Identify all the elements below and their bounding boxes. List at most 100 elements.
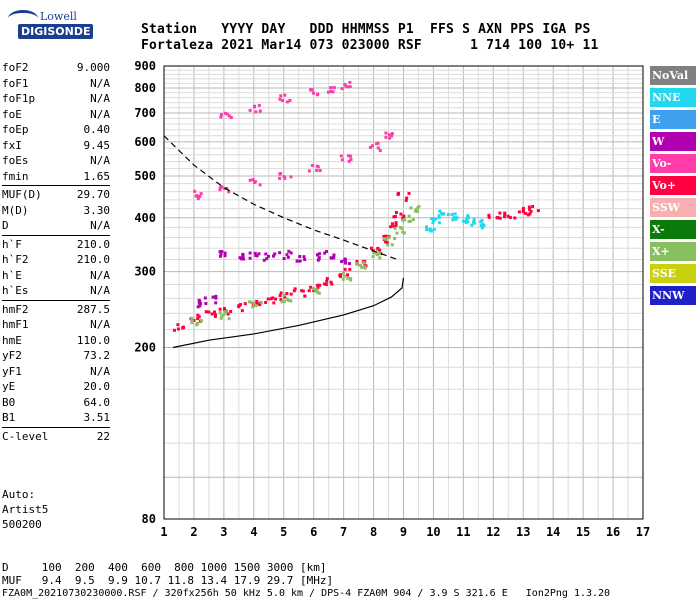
echo-point	[325, 249, 329, 253]
echo-point	[411, 218, 415, 222]
echo-point	[273, 252, 277, 256]
echo-point	[196, 197, 200, 201]
param-name: fmin	[2, 169, 29, 183]
echo-point	[464, 220, 468, 224]
param-name: fxI	[2, 138, 22, 152]
echo-point	[349, 277, 353, 281]
echo-point	[190, 321, 194, 325]
plot-frame	[163, 65, 644, 520]
echo-point	[467, 216, 471, 220]
echo-point	[349, 278, 353, 282]
echo-point	[211, 295, 215, 299]
echo-point	[348, 262, 352, 266]
echo-point	[218, 250, 222, 254]
echo-point	[376, 146, 380, 150]
echo-point	[197, 315, 201, 319]
echo-point	[372, 251, 376, 255]
echo-point	[371, 255, 375, 259]
echo-point	[196, 305, 200, 309]
echo-point	[343, 82, 347, 86]
echo-point	[521, 206, 525, 210]
echo-point	[322, 282, 326, 286]
echo-point	[407, 191, 411, 195]
echo-point	[196, 317, 200, 321]
logo-swoosh-icon	[8, 10, 38, 27]
echo-point	[329, 280, 333, 284]
echo-point	[332, 86, 336, 90]
echo-point	[264, 300, 268, 304]
param-name: hmF2	[2, 302, 29, 316]
echo-point	[432, 217, 436, 221]
echo-point	[397, 191, 401, 195]
param-name: h`E	[2, 268, 22, 282]
param-name: M(D)	[2, 203, 29, 217]
echo-point	[332, 256, 336, 260]
digisonde-logo: Lowell DIGISONDE	[6, 6, 94, 44]
echo-point	[375, 253, 379, 257]
echo-point	[432, 227, 436, 231]
echo-point	[401, 216, 405, 220]
echo-point	[513, 216, 517, 220]
echo-point	[386, 243, 390, 247]
echo-point	[527, 205, 531, 209]
param-row: foF1p N/A	[2, 91, 110, 107]
y-tick-label: 80	[142, 512, 156, 526]
x-tick-label: 3	[220, 525, 227, 539]
echo-point	[227, 114, 231, 118]
echo-point	[417, 205, 421, 209]
echo-point	[218, 188, 222, 192]
echo-point	[473, 221, 477, 225]
x-tick-label: 17	[636, 525, 650, 539]
param-name: yE	[2, 380, 16, 393]
echo-point	[387, 236, 391, 240]
echo-point	[278, 294, 282, 298]
echo-point	[196, 321, 200, 325]
echo-point	[292, 289, 296, 293]
echo-point	[298, 259, 302, 263]
param-row: fxI 9.45	[2, 138, 110, 154]
echo-point	[425, 228, 429, 232]
echo-point	[315, 283, 319, 287]
footer-info-line: FZA0M_20210730230000.RSF / 320fx256h 50 …	[2, 588, 611, 599]
x-tick-label: 12	[486, 525, 500, 539]
param-value: N/A	[90, 76, 110, 90]
echo-point	[369, 246, 373, 250]
echo-point	[271, 254, 275, 258]
echo-point	[240, 257, 244, 261]
param-value: N/A	[90, 219, 110, 232]
echo-point	[204, 310, 208, 314]
x-tick-label: 6	[310, 525, 317, 539]
echo-point	[384, 234, 388, 238]
echo-point	[286, 255, 290, 259]
echo-point	[303, 294, 307, 298]
legend-item: W	[650, 132, 696, 151]
echo-point	[269, 297, 273, 301]
echo-point	[222, 312, 226, 316]
y-tick-label: 300	[134, 265, 156, 279]
echo-point	[363, 264, 367, 268]
legend-item: E	[650, 110, 696, 129]
echo-point	[431, 221, 435, 225]
echo-point	[287, 249, 291, 253]
echo-point	[227, 317, 231, 321]
echo-point	[429, 229, 433, 233]
echo-point	[218, 307, 222, 311]
echo-point	[289, 292, 293, 296]
echo-point	[529, 209, 533, 213]
echo-point	[318, 252, 322, 256]
echo-point	[240, 309, 244, 313]
param-row: B0 64.0	[2, 395, 110, 411]
param-value: 73.2	[83, 349, 111, 362]
echo-point	[255, 302, 259, 306]
echo-point	[220, 250, 224, 254]
echo-point	[285, 100, 289, 104]
echo-point	[378, 256, 382, 260]
echo-point	[465, 218, 469, 222]
echo-point	[229, 116, 233, 120]
param-name: h`F	[2, 237, 22, 251]
echo-point	[252, 302, 256, 306]
param-row: yF2 73.2	[2, 348, 110, 364]
echo-point	[470, 223, 474, 227]
echo-point	[347, 159, 351, 163]
echo-point	[382, 237, 386, 241]
